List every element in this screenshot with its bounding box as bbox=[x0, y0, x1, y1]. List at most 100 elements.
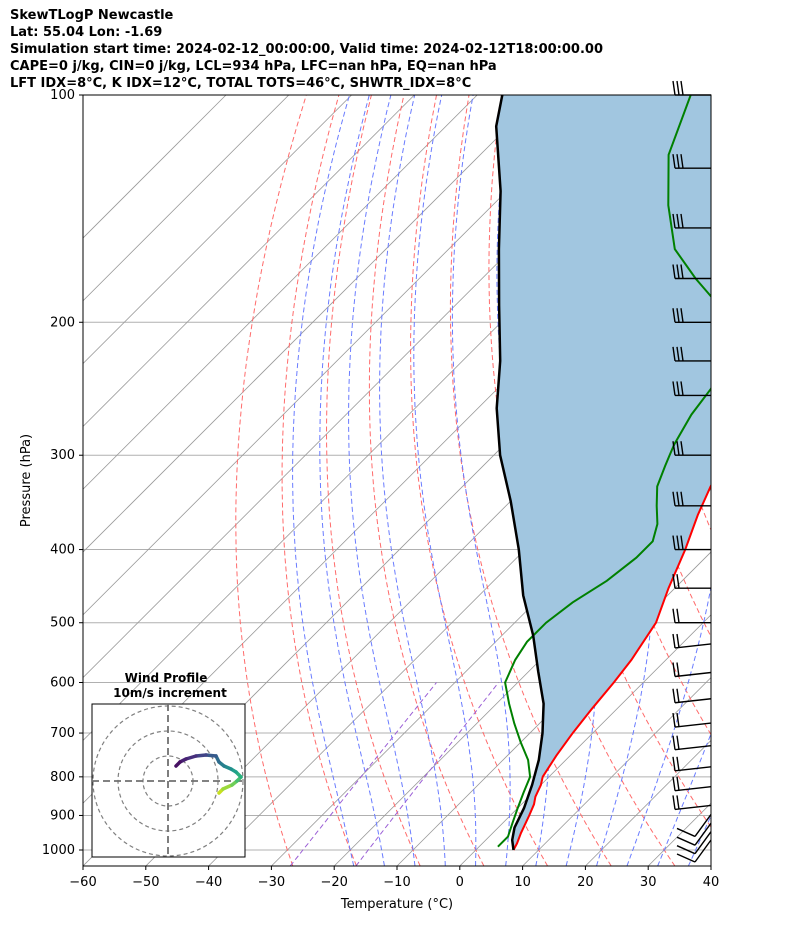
wind-barb bbox=[676, 814, 712, 838]
isotherm-line bbox=[83, 95, 352, 365]
wind-barb-staff bbox=[674, 786, 712, 792]
moist-adiabat bbox=[292, 95, 355, 866]
wind-barb-flag bbox=[676, 441, 680, 456]
wind-barb-flag bbox=[680, 308, 684, 323]
moist-adiabat bbox=[348, 95, 416, 866]
x-tick-label: 40 bbox=[703, 875, 720, 890]
wind-barb-staff bbox=[694, 822, 712, 846]
wind-barb-flag bbox=[676, 735, 680, 750]
wind-barb-staff bbox=[674, 671, 712, 678]
wind-barb-flag bbox=[676, 574, 680, 589]
y-tick-label: 900 bbox=[50, 808, 75, 823]
dry-adiabat bbox=[762, 95, 794, 866]
wind-barb-flag bbox=[680, 346, 684, 361]
wind-barb bbox=[672, 80, 711, 96]
dry-adiabat bbox=[729, 95, 794, 866]
wind-barb bbox=[672, 688, 712, 704]
wind-barb bbox=[672, 213, 711, 229]
wind-barb-flag bbox=[680, 264, 684, 279]
wind-barb-flag bbox=[680, 80, 684, 96]
isotherm-line bbox=[774, 95, 794, 866]
x-tick-label: −10 bbox=[383, 875, 410, 890]
isotherm-line bbox=[83, 95, 604, 616]
wind-barb bbox=[672, 154, 711, 169]
mixing-ratio-line bbox=[289, 682, 437, 866]
isotherm-line bbox=[83, 95, 290, 302]
wind-barb bbox=[676, 831, 712, 855]
dry-adiabat bbox=[235, 95, 307, 866]
wind-barb-flag bbox=[672, 441, 676, 456]
y-tick-label: 300 bbox=[50, 448, 75, 463]
wind-barb bbox=[672, 346, 711, 362]
chart-title: SkewTLogP Newcastle bbox=[10, 8, 174, 23]
x-tick-label: 30 bbox=[640, 875, 657, 890]
wind-barb bbox=[672, 735, 712, 751]
y-tick-label: 800 bbox=[50, 770, 75, 785]
wind-barb-flag bbox=[676, 776, 680, 791]
hodograph-subtitle: 10m/s increment bbox=[113, 686, 227, 700]
x-tick-label: 20 bbox=[577, 875, 594, 890]
wind-barb-flag bbox=[672, 574, 676, 589]
dry-adiabat bbox=[410, 95, 549, 866]
wind-barb-staff bbox=[674, 643, 712, 649]
wind-barb-flag bbox=[672, 535, 676, 550]
wind-barb bbox=[672, 756, 712, 772]
wind-barb-flag bbox=[676, 346, 680, 361]
isotherm-line bbox=[83, 95, 415, 427]
y-tick-label: 600 bbox=[50, 676, 75, 691]
moist-adiabat bbox=[626, 95, 711, 866]
wind-barb bbox=[672, 574, 711, 589]
wind-barb-flag bbox=[680, 213, 684, 229]
location-label: Lat: 55.04 Lon: -1.69 bbox=[10, 25, 163, 40]
wind-barb-flag bbox=[676, 836, 696, 846]
y-tick-label: 200 bbox=[50, 315, 75, 330]
x-tick-label: −20 bbox=[320, 875, 347, 890]
wind-barb bbox=[672, 633, 712, 649]
wind-barb-flag bbox=[672, 80, 676, 96]
x-tick-label: 0 bbox=[456, 875, 464, 890]
y-axis-label: Pressure (hPa) bbox=[19, 434, 34, 527]
moist-adiabat bbox=[379, 95, 446, 866]
wind-barb-flag bbox=[676, 491, 680, 506]
parcel-profile bbox=[494, 95, 545, 851]
wind-barb-flag bbox=[672, 346, 676, 361]
isotherm-line bbox=[522, 677, 711, 866]
wind-barb-flag bbox=[672, 264, 676, 279]
wind-barb bbox=[672, 441, 711, 456]
wind-barb-flag bbox=[676, 535, 680, 550]
wind-barb-flag bbox=[676, 845, 696, 855]
wind-barb-flag bbox=[680, 154, 684, 169]
wind-barb-staff bbox=[674, 744, 712, 751]
wind-barb-flag bbox=[672, 688, 676, 703]
wind-barb-flag bbox=[676, 608, 680, 623]
wind-barb bbox=[672, 795, 712, 811]
wind-barb-flag bbox=[672, 756, 676, 771]
wind-barb bbox=[672, 712, 712, 728]
wind-barb bbox=[672, 608, 711, 624]
wind-barb bbox=[672, 308, 711, 323]
wind-barb-flag bbox=[672, 608, 676, 623]
wind-barb-flag bbox=[680, 535, 684, 550]
wind-barb bbox=[672, 491, 711, 507]
wind-barb-flag bbox=[680, 441, 684, 456]
hodograph-segment bbox=[174, 760, 182, 768]
isotherm-line bbox=[710, 865, 711, 866]
y-tick-label: 100 bbox=[50, 88, 75, 103]
wind-barb-flag bbox=[676, 756, 680, 771]
x-axis-label: Temperature (°C) bbox=[340, 897, 453, 912]
wind-barb bbox=[676, 822, 712, 846]
wind-barb-staff bbox=[674, 766, 712, 772]
wind-barb-flag bbox=[676, 308, 680, 323]
wind-barb-flag bbox=[676, 154, 680, 169]
stability-indices-2: LFT IDX=8°C, K IDX=12°C, TOTAL TOTS=46°C… bbox=[10, 76, 472, 91]
wind-barb-flag bbox=[676, 827, 696, 838]
wind-barb-staff bbox=[674, 804, 712, 811]
y-tick-label: 400 bbox=[50, 543, 75, 558]
dry-adiabat bbox=[449, 95, 612, 866]
wind-barb-staff bbox=[674, 722, 712, 728]
wind-barb-staff bbox=[694, 831, 712, 855]
plot-area bbox=[83, 95, 794, 866]
wind-barb-staff bbox=[694, 839, 712, 863]
wind-barb bbox=[672, 662, 712, 678]
